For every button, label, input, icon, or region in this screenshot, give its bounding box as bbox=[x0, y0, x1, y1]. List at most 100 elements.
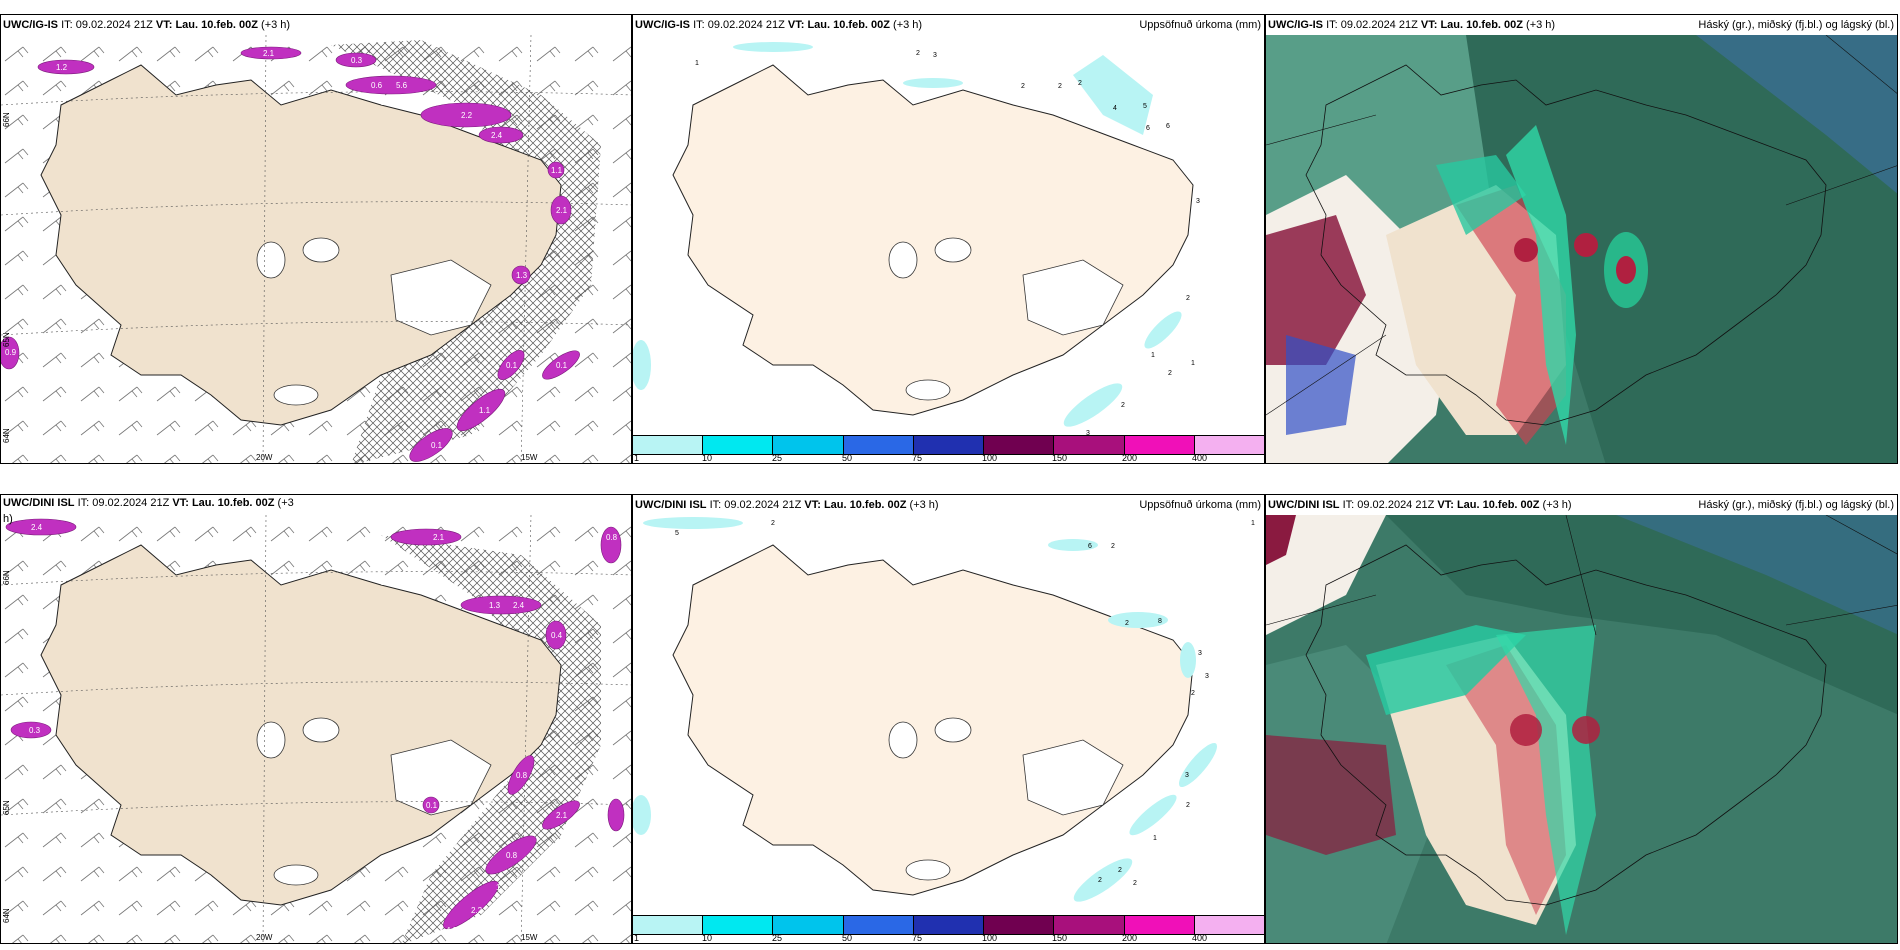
contour-label: 2.1 bbox=[263, 49, 275, 58]
colorbar-tick: 1 bbox=[634, 933, 640, 943]
colorbar-tick: 150 bbox=[1052, 933, 1068, 943]
glacier bbox=[934, 237, 972, 263]
wind-map-canvas: 2.4 2.1 0.8 1.3 2.4 0.4 0.3 0.1 2.1 0.8 … bbox=[1, 515, 631, 943]
contour-label: 2.1 bbox=[433, 533, 445, 542]
lat-label: 64N bbox=[2, 428, 11, 443]
colorbar-tick: 200 bbox=[1122, 933, 1138, 943]
colorbar-tick: 1 bbox=[634, 453, 640, 463]
colorbar-tick: 100 bbox=[982, 933, 998, 943]
it-label: IT: bbox=[693, 19, 705, 31]
colorbar-tick: 50 bbox=[842, 933, 853, 943]
it-label: IT: bbox=[1326, 19, 1338, 31]
colorbar-swatch bbox=[1054, 916, 1125, 934]
precip-shading bbox=[1, 46, 580, 462]
precip-label: 1 bbox=[695, 60, 699, 67]
colorbar-tick: 10 bbox=[702, 933, 713, 943]
panel-bottom-left-wind-map: UWC/DINI ISL IT: 09.02.2024 21Z VT: Lau.… bbox=[0, 494, 632, 944]
vt-label: VT: bbox=[804, 499, 821, 511]
model-name: UWC/DINI ISL bbox=[635, 499, 707, 511]
colorbar-tick: 50 bbox=[842, 453, 853, 463]
panel-header: UWC/IG-IS IT: 09.02.2024 21Z VT: Lau. 10… bbox=[1, 15, 631, 35]
contour-label: 0.3 bbox=[351, 56, 363, 65]
lead-time-cont: h) bbox=[3, 513, 13, 525]
glacier bbox=[905, 379, 951, 401]
cloud-map-canvas bbox=[1266, 515, 1897, 943]
lead-time: (+3 h) bbox=[909, 499, 939, 511]
precip-label: 1 bbox=[1191, 360, 1195, 367]
it-value: 09.02.2024 21Z bbox=[92, 497, 170, 509]
colorbar-swatch bbox=[1124, 916, 1195, 934]
precip-label: 2 bbox=[1021, 83, 1025, 90]
model-name: UWC/DINI ISL bbox=[1268, 499, 1340, 511]
precip-label: 2 bbox=[1191, 690, 1195, 697]
precip-label: 2 bbox=[1125, 620, 1129, 627]
map-title: Uppsöfnuð úrkoma (mm) bbox=[1139, 499, 1261, 511]
precip-label: 3 bbox=[1086, 430, 1090, 435]
precip-label: 1 bbox=[1151, 352, 1155, 359]
precip-label: 2 bbox=[1078, 80, 1082, 87]
precip-label: 8 bbox=[1158, 618, 1162, 625]
contour-label: 0.9 bbox=[5, 348, 17, 357]
panel-header: UWC/DINI ISL IT: 09.02.2024 21Z VT: Lau.… bbox=[633, 495, 1264, 515]
lat-label: 66N bbox=[2, 112, 11, 127]
model-name: UWC/DINI ISL bbox=[3, 497, 75, 509]
panel-header: UWC/DINI ISL IT: 09.02.2024 21Z VT: Lau.… bbox=[1, 495, 631, 527]
lat-label: 66N bbox=[2, 570, 11, 585]
precip-label: 3 bbox=[1185, 772, 1189, 779]
contour-label: 2.2 bbox=[471, 906, 483, 915]
iceland-coast bbox=[1305, 544, 1827, 906]
contour-label: 0.8 bbox=[506, 851, 518, 860]
glacier bbox=[302, 717, 340, 743]
colorbar-tick: 400 bbox=[1192, 453, 1208, 463]
glacier bbox=[1022, 259, 1124, 336]
colorbar-labels: 1 10 25 50 75 100 150 200 400 bbox=[633, 453, 1264, 463]
precip-label: 6 bbox=[1088, 543, 1092, 550]
it-label: IT: bbox=[77, 497, 90, 509]
panel-bottom-right-cloud-map: UWC/DINI ISL IT: 09.02.2024 21Z VT: Lau.… bbox=[1265, 494, 1898, 944]
map-title: Háský (gr.), miðský (fj.bl.) og lágský (… bbox=[1698, 499, 1894, 511]
precip-colorbar: 1 10 25 50 75 100 150 200 400 bbox=[633, 433, 1264, 463]
precip-label: 2 bbox=[1118, 867, 1122, 874]
precip-label: 3 bbox=[933, 52, 937, 59]
panel-top-left-wind-map: UWC/IG-IS IT: 09.02.2024 21Z VT: Lau. 10… bbox=[0, 14, 632, 464]
contour-label: 1.1 bbox=[551, 166, 563, 175]
glacier bbox=[256, 721, 286, 759]
colorbar-swatch bbox=[703, 436, 774, 454]
colorbar-swatch bbox=[984, 436, 1055, 454]
glacier bbox=[273, 384, 319, 406]
lon-label: 20W bbox=[256, 933, 273, 942]
panel-header: UWC/IG-IS IT: 09.02.2024 21Z VT: Lau. 10… bbox=[1266, 15, 1897, 35]
colorbar-tick: 25 bbox=[772, 453, 783, 463]
colorbar-swatch bbox=[773, 436, 844, 454]
precip-label: 3 bbox=[1196, 198, 1200, 205]
contour-label: 1.1 bbox=[479, 406, 491, 415]
colorbar-swatch bbox=[1194, 916, 1264, 934]
glacier bbox=[888, 241, 918, 279]
colorbar-tick: 75 bbox=[912, 453, 923, 463]
lat-label: 65N bbox=[2, 800, 11, 815]
model-name: UWC/IG-IS bbox=[3, 19, 58, 31]
contour-label: 0.8 bbox=[606, 533, 618, 542]
wind-map-canvas: 1.2 2.1 0.3 0.6 5.6 2.2 2.4 1.1 2.1 1.3 … bbox=[1, 35, 631, 463]
colorbar-swatch bbox=[1124, 436, 1195, 454]
contour-label: 2.1 bbox=[556, 206, 568, 215]
colorbar-tick: 10 bbox=[702, 453, 713, 463]
precip-label: 2 bbox=[916, 50, 920, 57]
colorbar-swatch bbox=[913, 436, 985, 454]
it-value: 09.02.2024 21Z bbox=[75, 19, 153, 31]
colorbar-tick: 25 bbox=[772, 933, 783, 943]
precip-shading bbox=[5, 518, 625, 930]
precip-shading bbox=[633, 517, 1218, 902]
it-value: 09.02.2024 21Z bbox=[724, 499, 802, 511]
colorbar-labels: 1 10 25 50 75 100 150 200 400 bbox=[633, 933, 1264, 943]
lat-label: 64N bbox=[2, 908, 11, 923]
colorbar-tick: 400 bbox=[1192, 933, 1208, 943]
precip-label: 2 bbox=[771, 520, 775, 527]
colorbar-tick: 200 bbox=[1122, 453, 1138, 463]
contour-label: 1.3 bbox=[516, 271, 528, 280]
precip-label: 1 bbox=[1153, 835, 1157, 842]
contour-label: 5.6 bbox=[396, 81, 408, 90]
glacier bbox=[302, 237, 340, 263]
model-name: UWC/IG-IS bbox=[1268, 19, 1323, 31]
contour-label: 2.2 bbox=[461, 111, 473, 120]
